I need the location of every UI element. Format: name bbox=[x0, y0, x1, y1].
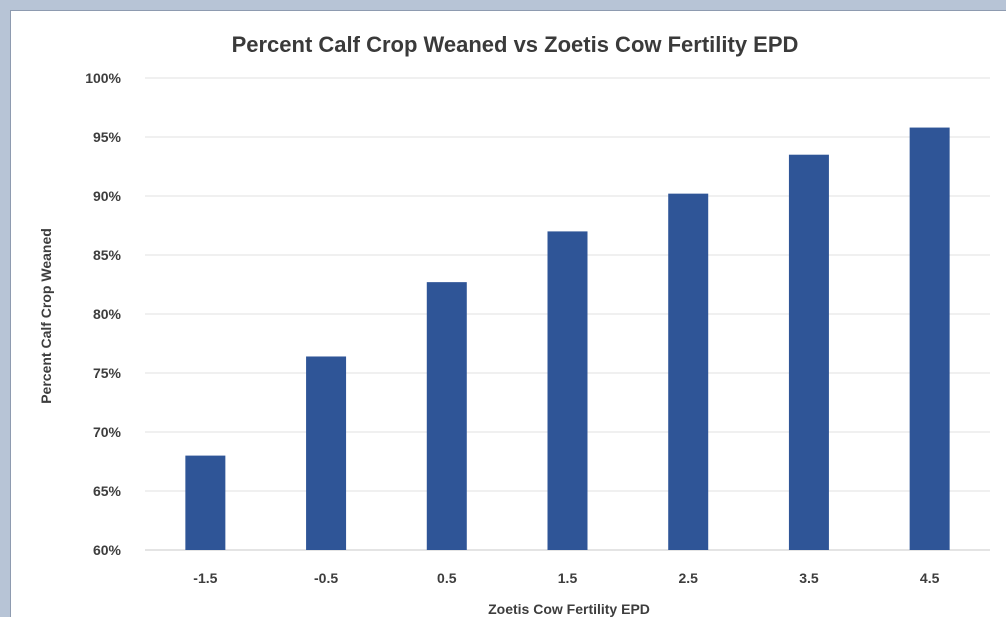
x-tick-label: 2.5 bbox=[678, 570, 698, 586]
x-tick-label: -1.5 bbox=[193, 570, 217, 586]
y-tick-label: 75% bbox=[93, 365, 122, 381]
bar bbox=[426, 282, 467, 550]
chart-title: Percent Calf Crop Weaned vs Zoetis Cow F… bbox=[232, 32, 799, 57]
x-tick-label: 4.5 bbox=[920, 570, 940, 586]
y-tick-label: 90% bbox=[93, 188, 122, 204]
y-tick-label: 95% bbox=[93, 129, 122, 145]
x-tick-label: 1.5 bbox=[558, 570, 578, 586]
y-axis-label: Percent Calf Crop Weaned bbox=[38, 228, 54, 404]
bar bbox=[306, 356, 347, 550]
y-tick-label: 60% bbox=[93, 542, 122, 558]
y-tick-label: 70% bbox=[93, 424, 122, 440]
bar bbox=[547, 231, 588, 550]
x-tick-label: -0.5 bbox=[314, 570, 338, 586]
y-tick-label: 80% bbox=[93, 306, 122, 322]
bar bbox=[788, 154, 829, 550]
bar bbox=[668, 193, 709, 550]
x-axis-ticks: -1.5 -0.5 0.5 1.5 2.5 3.5 4.5 bbox=[193, 570, 939, 586]
y-tick-label: 65% bbox=[93, 483, 122, 499]
x-axis-label: Zoetis Cow Fertility EPD bbox=[488, 601, 650, 617]
y-tick-label: 85% bbox=[93, 247, 122, 263]
bar bbox=[185, 455, 226, 550]
x-tick-label: 0.5 bbox=[437, 570, 457, 586]
x-tick-label: 3.5 bbox=[799, 570, 819, 586]
bars bbox=[185, 127, 950, 550]
y-tick-label: 100% bbox=[85, 70, 121, 86]
bar bbox=[909, 127, 950, 550]
y-axis-ticks: 60% 65% 70% 75% 80% 85% 90% 95% 100% bbox=[85, 70, 121, 558]
